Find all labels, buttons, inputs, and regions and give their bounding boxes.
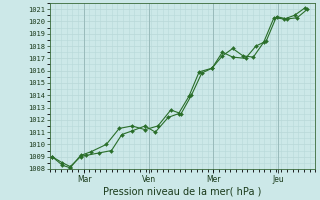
X-axis label: Pression niveau de la mer( hPa ): Pression niveau de la mer( hPa )	[103, 186, 261, 196]
